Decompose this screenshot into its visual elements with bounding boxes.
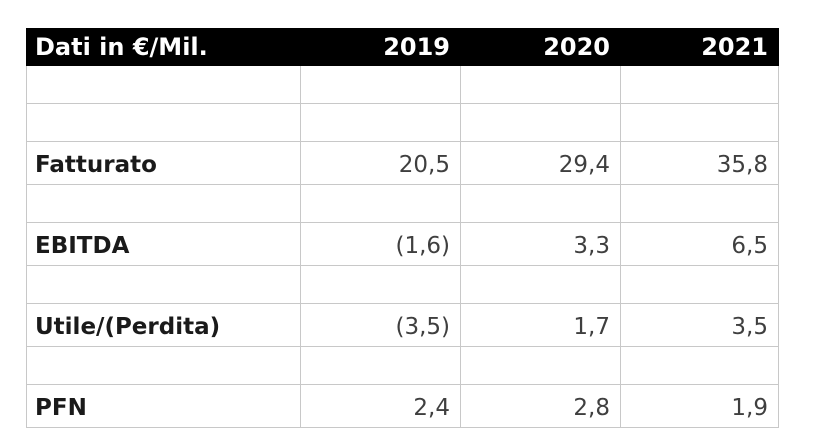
row-label-cell <box>26 265 301 304</box>
row-label-cell: Fatturato <box>26 141 301 185</box>
value-cell <box>300 65 461 104</box>
row-label-cell <box>26 184 301 223</box>
value-cell: 3,3 <box>460 222 621 266</box>
value-cell <box>620 65 779 104</box>
spacer-row <box>26 184 779 223</box>
value-cell <box>300 265 461 304</box>
table-body: Fatturato 20,5 29,4 35,8 EBITDA (1,6) 3,3 6,5 Ut… <box>26 65 779 428</box>
row-label-cell <box>26 103 301 142</box>
financial-table: Dati in €/Mil. 2019 2020 2021 Fatturato 2… <box>26 28 779 428</box>
spacer-row <box>26 65 779 104</box>
table-header: Dati in €/Mil. 2019 2020 2021 <box>26 28 779 66</box>
table-row: PFN 2,4 2,8 1,9 <box>26 384 779 428</box>
financial-table-container: Dati in €/Mil. 2019 2020 2021 Fatturato 2… <box>26 28 779 428</box>
spacer-row <box>26 265 779 304</box>
value-cell: 6,5 <box>620 222 779 266</box>
value-cell: (1,6) <box>300 222 461 266</box>
table-row: Fatturato 20,5 29,4 35,8 <box>26 141 779 185</box>
value-cell <box>460 184 621 223</box>
value-cell: 29,4 <box>460 141 621 185</box>
value-cell <box>620 103 779 142</box>
value-cell: 1,9 <box>620 384 779 428</box>
header-row: Dati in €/Mil. 2019 2020 2021 <box>26 28 779 66</box>
value-cell <box>460 265 621 304</box>
value-cell: 35,8 <box>620 141 779 185</box>
value-cell <box>460 103 621 142</box>
row-label-cell: PFN <box>26 384 301 428</box>
value-cell <box>460 65 621 104</box>
value-cell <box>620 184 779 223</box>
value-cell: 2,4 <box>300 384 461 428</box>
value-cell <box>300 103 461 142</box>
header-year-2020: 2020 <box>460 28 621 66</box>
spacer-row <box>26 346 779 385</box>
value-cell: (3,5) <box>300 303 461 347</box>
row-label-cell <box>26 65 301 104</box>
row-label-cell <box>26 346 301 385</box>
value-cell: 3,5 <box>620 303 779 347</box>
header-year-2021: 2021 <box>620 28 779 66</box>
spacer-row <box>26 103 779 142</box>
value-cell <box>460 346 621 385</box>
header-year-2019: 2019 <box>300 28 461 66</box>
value-cell: 20,5 <box>300 141 461 185</box>
value-cell: 2,8 <box>460 384 621 428</box>
table-row: Utile/(Perdita) (3,5) 1,7 3,5 <box>26 303 779 347</box>
value-cell <box>620 265 779 304</box>
value-cell <box>300 346 461 385</box>
value-cell <box>620 346 779 385</box>
header-title-cell: Dati in €/Mil. <box>26 28 301 66</box>
row-label-cell: Utile/(Perdita) <box>26 303 301 347</box>
row-label-cell: EBITDA <box>26 222 301 266</box>
value-cell: 1,7 <box>460 303 621 347</box>
table-row: EBITDA (1,6) 3,3 6,5 <box>26 222 779 266</box>
value-cell <box>300 184 461 223</box>
